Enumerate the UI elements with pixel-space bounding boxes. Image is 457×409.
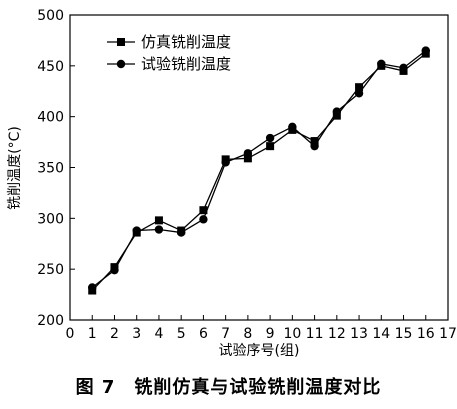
circle-point: [176, 228, 186, 237]
x-tick-label: 14: [372, 326, 390, 342]
circle-point: [243, 149, 253, 158]
y-tick-label: 300: [37, 211, 64, 227]
legend-marker: [116, 59, 126, 69]
x-tick-label: 9: [266, 326, 275, 342]
y-tick-label: 250: [37, 262, 64, 278]
figure-caption: 图 7 铣削仿真与试验铣削温度对比: [75, 377, 382, 398]
circle-point: [421, 46, 430, 55]
legend-marker: [117, 38, 125, 46]
square-point: [154, 216, 163, 225]
x-tick-label: 5: [177, 326, 186, 342]
square-point: [243, 154, 252, 163]
circle-point: [265, 133, 275, 143]
circle-point: [110, 265, 119, 275]
axes: 0 1 2 3 4 5 6 7 8 9 10 11 12 13 14 15 16 1720025030035040…: [37, 8, 457, 342]
series-2: [88, 46, 430, 292]
circle-point: [377, 59, 386, 68]
x-tick-label: 12: [328, 326, 346, 342]
square-point: [199, 206, 208, 215]
circle-point: [132, 226, 141, 235]
y-tick-label: 400: [37, 110, 64, 126]
plot-frame: [69, 14, 449, 321]
x-tick-label: 15: [395, 326, 413, 342]
chart-svg: 0 1 2 3 4 5 6 7 8 9 10 11 12 13 14 15 16 1720025030035040…: [7, 8, 457, 359]
square-point: [310, 137, 319, 146]
x-tick-label: 17: [439, 326, 457, 342]
x-tick-label: 0: [66, 326, 75, 342]
legend-label: 试验铣削温度: [141, 55, 231, 73]
series-layer: [88, 46, 430, 295]
x-tick-label: 6: [199, 326, 208, 342]
x-tick-label: 13: [350, 326, 368, 342]
legend-label: 仿真铣削温度: [141, 33, 231, 51]
y-tick-label: 350: [37, 161, 64, 177]
circle-point: [399, 63, 408, 73]
x-tick-label: 11: [306, 326, 324, 342]
y-axis-label: 铣削温度(°C): [7, 126, 23, 210]
x-tick-label: 7: [221, 326, 230, 342]
y-tick-label: 500: [37, 8, 64, 24]
y-tick-label: 200: [37, 313, 64, 329]
series-line: [91, 53, 427, 291]
circle-point: [154, 225, 164, 234]
x-tick-label: 4: [154, 326, 163, 342]
circle-point: [354, 89, 364, 98]
square-point: [266, 142, 275, 151]
x-tick-label: 8: [243, 326, 252, 342]
circle-point: [88, 283, 97, 292]
circle-point: [288, 122, 297, 132]
x-tick-label: 10: [283, 326, 301, 342]
circle-point: [332, 107, 342, 116]
circle-point: [221, 158, 230, 167]
x-tick-label: 3: [132, 326, 141, 342]
y-tick-label: 450: [37, 59, 64, 75]
x-tick-label: 1: [88, 326, 97, 342]
x-axis-label: 试验序号(组): [219, 343, 300, 359]
circle-point: [310, 141, 319, 151]
square-point: [355, 83, 364, 92]
series-1: [88, 49, 430, 295]
x-tick-label: 2: [110, 326, 119, 342]
series-line: [91, 50, 427, 288]
circle-point: [199, 215, 208, 224]
x-tick-label: 16: [417, 326, 435, 342]
